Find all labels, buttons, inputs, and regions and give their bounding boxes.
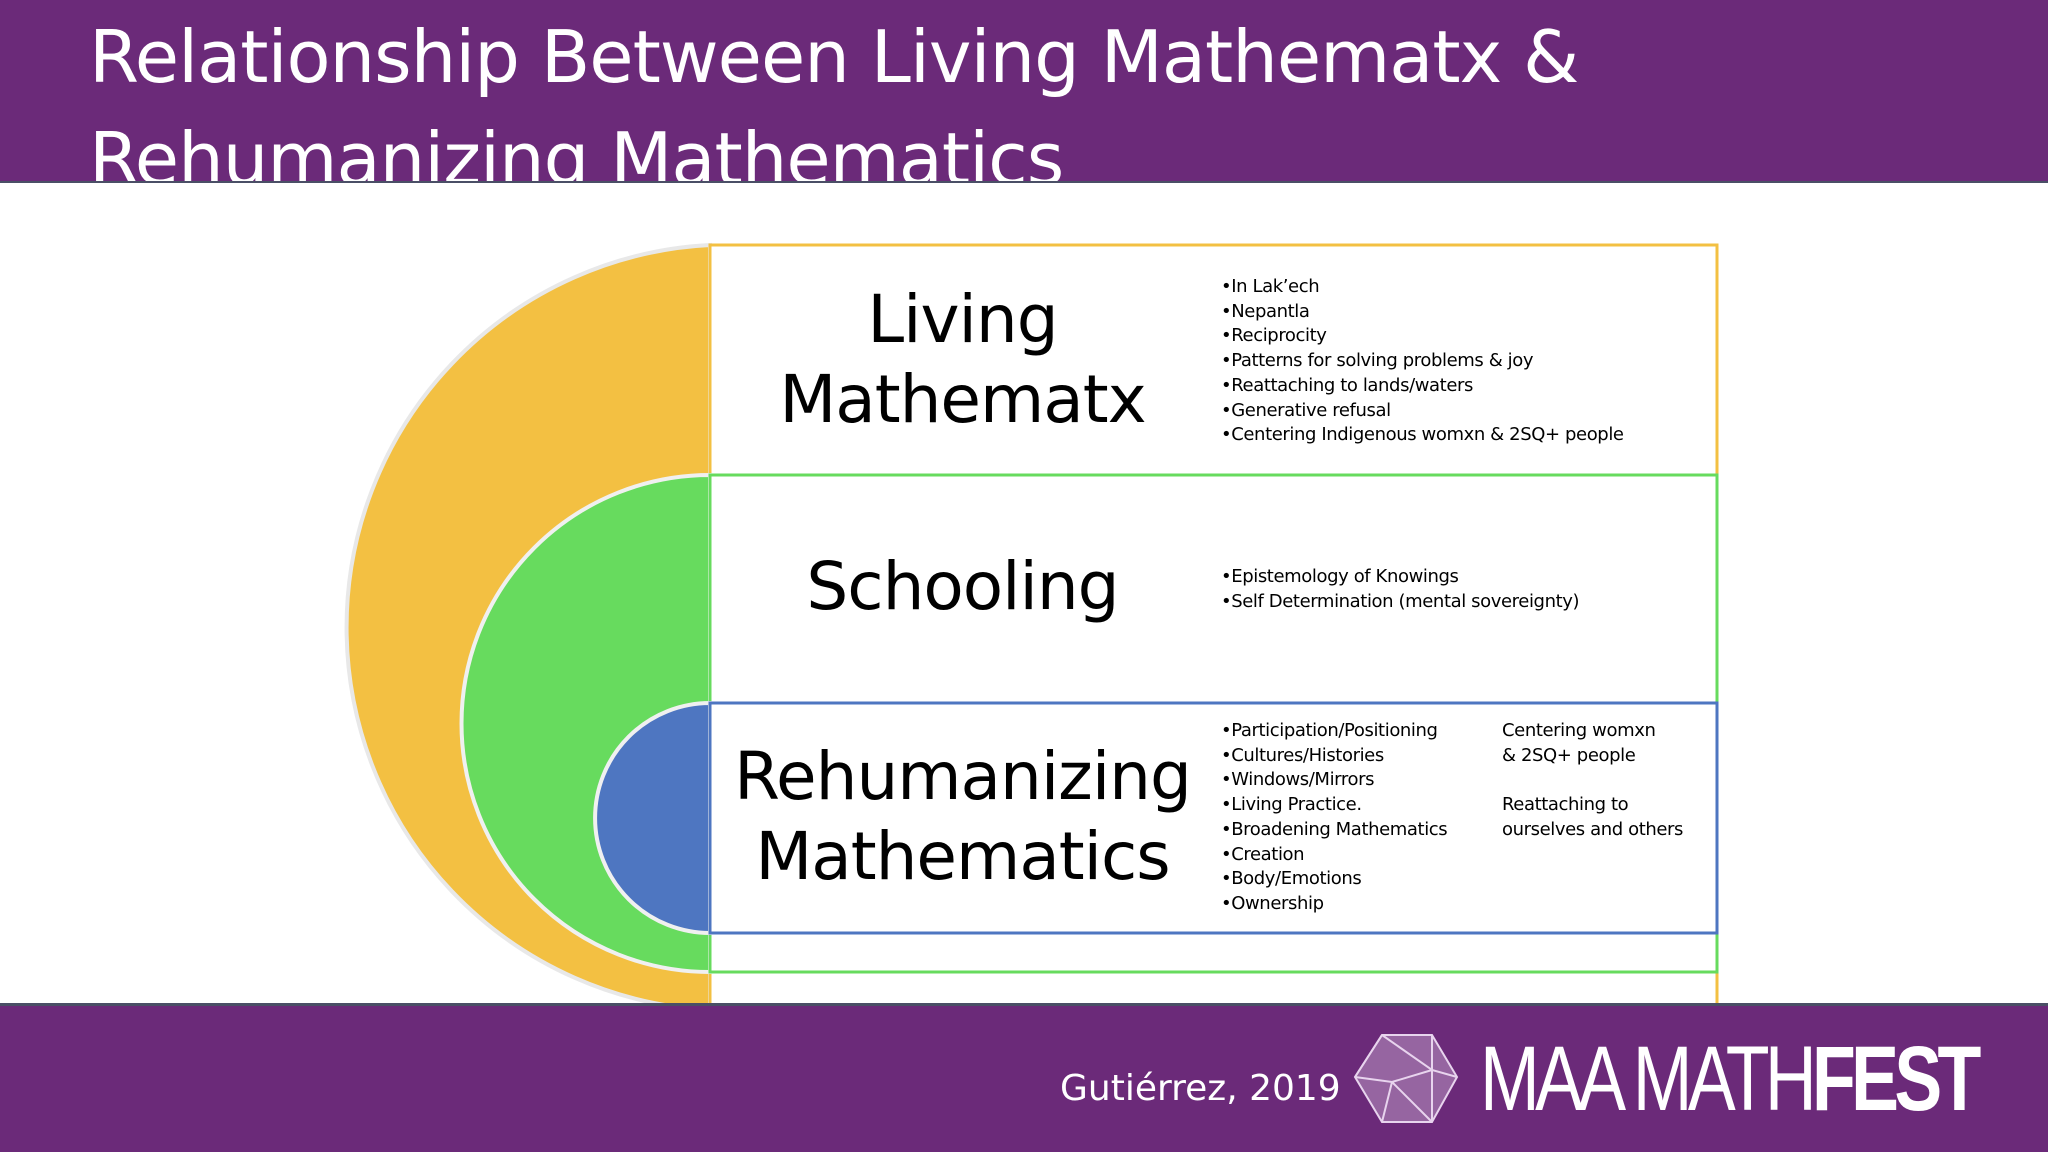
list-item: Cultures/Histories: [1221, 744, 1447, 769]
heading-line: Living: [867, 281, 1058, 358]
section-heading: Rehumanizing Mathematics: [710, 737, 1215, 897]
title-bar: Relationship Between Living Mathematx & …: [0, 0, 2048, 183]
list-item: Epistemology of Knowings: [1221, 565, 1579, 590]
side-note: Reattaching to ourselves and others: [1502, 793, 1683, 842]
list-item: Ownership: [1221, 892, 1447, 917]
maa-mathfest-logo: MAA MATHFEST: [1480, 1024, 1981, 1134]
footer-bar: Gutiérrez, 2019 MAA MATHFEST: [0, 1003, 2048, 1152]
bullet-list: Epistemology of Knowings Self Determinat…: [1221, 565, 1579, 614]
section-schooling: Schooling Epistemology of Knowings Self …: [710, 475, 1717, 703]
list-item: Broadening Mathematics: [1221, 818, 1447, 843]
logo-text-bold: FEST: [1812, 1028, 1981, 1130]
list-item: In Lak’ech: [1221, 275, 1624, 300]
list-item: Body/Emotions: [1221, 867, 1447, 892]
bullet-list: In Lak’ech Nepantla Reciprocity Patterns…: [1221, 275, 1624, 448]
list-item: Nepantla: [1221, 300, 1624, 325]
title-line-1: Relationship Between Living Mathematx &: [89, 15, 1579, 99]
blue-box: [708, 701, 1719, 935]
list-item: Reciprocity: [1221, 324, 1624, 349]
list-item: Creation: [1221, 843, 1447, 868]
heading-line: Mathematx: [779, 361, 1146, 438]
heading-line: Mathematics: [755, 818, 1170, 895]
side-note-line: Reattaching to: [1502, 794, 1629, 815]
slide-title: Relationship Between Living Mathematx & …: [89, 6, 1579, 183]
side-note-line: Centering womxn: [1502, 720, 1656, 741]
side-note: Centering womxn & 2SQ+ people: [1502, 719, 1656, 768]
list-item: Participation/Positioning: [1221, 719, 1447, 744]
section-heading: Living Mathematx: [710, 280, 1215, 440]
heading-line: Schooling: [806, 548, 1119, 625]
side-note-line: & 2SQ+ people: [1502, 744, 1636, 766]
logo-text-light: MAA MATH: [1480, 1028, 1817, 1130]
list-item: Windows/Mirrors: [1221, 768, 1447, 793]
citation: Gutiérrez, 2019: [1060, 1068, 1341, 1109]
blue-semicircle: [593, 700, 712, 936]
heading-line: Rehumanizing: [734, 738, 1192, 815]
list-item: Centering Indigenous womxn & 2SQ+ people: [1221, 423, 1624, 448]
bullet-list: Participation/Positioning Cultures/Histo…: [1221, 719, 1447, 917]
section-living-mathematx: Living Mathematx In Lak’ech Nepantla Rec…: [710, 245, 1717, 475]
polyhedron-logo-icon: [1353, 1034, 1459, 1123]
list-item: Living Practice.: [1221, 793, 1447, 818]
list-item: Generative refusal: [1221, 399, 1624, 424]
side-note-line: ourselves and others: [1502, 818, 1684, 840]
list-item: Self Determination (mental sovereignty): [1221, 590, 1579, 615]
section-heading: Schooling: [710, 547, 1215, 627]
list-item: Reattaching to lands/waters: [1221, 374, 1624, 399]
section-rehumanizing-mathematics: Rehumanizing Mathematics Participation/P…: [710, 703, 1717, 933]
list-item: Patterns for solving problems & joy: [1221, 349, 1624, 374]
title-line-2: Rehumanizing Mathematics: [89, 117, 1064, 183]
